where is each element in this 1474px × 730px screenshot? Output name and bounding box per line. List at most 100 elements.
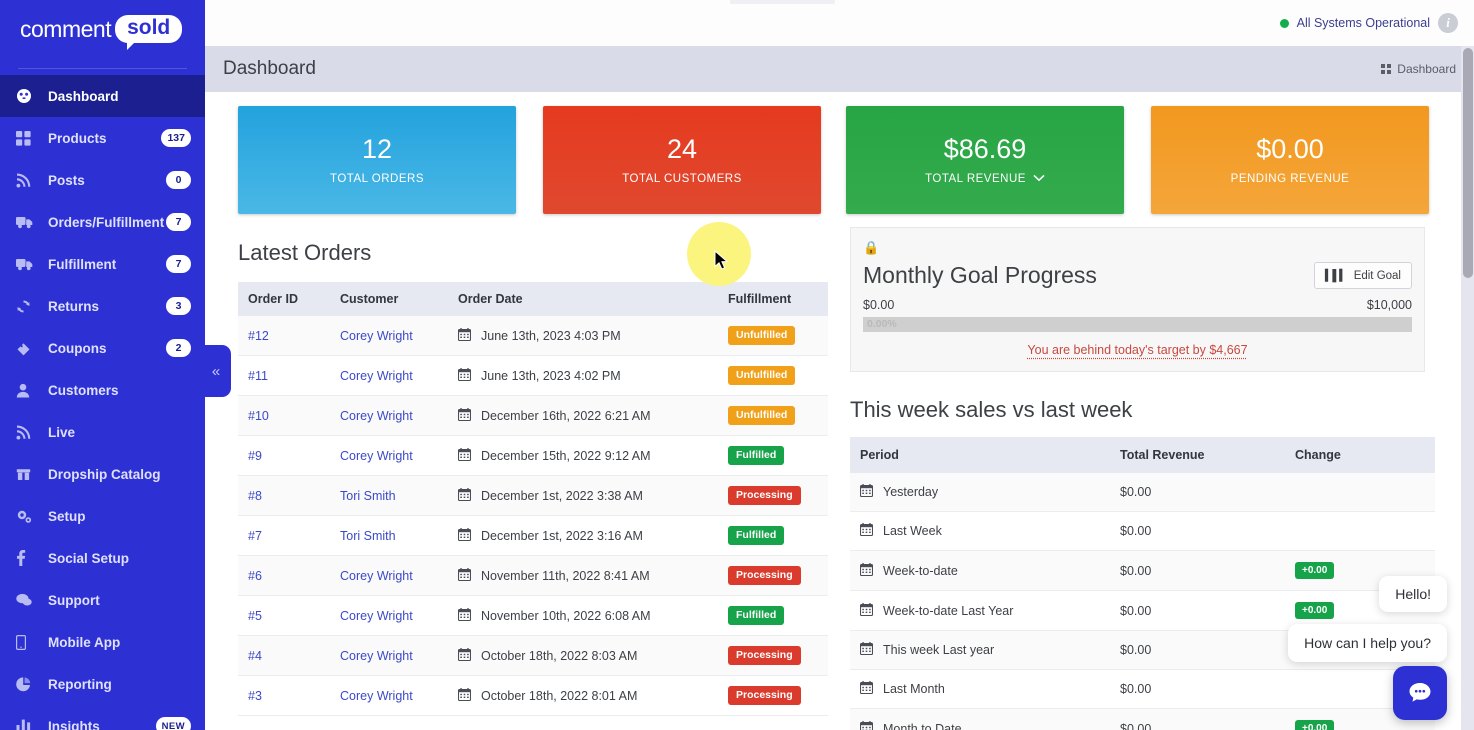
calendar-icon [859,720,874,730]
table-header-row: Period Total Revenue Change [850,437,1435,473]
sidebar-item-badge: NEW [155,717,191,730]
order-id-link[interactable]: #10 [248,408,269,423]
sidebar-item-customers[interactable]: Customers [0,369,205,411]
sidebar-item-live[interactable]: Live [0,411,205,453]
stat-label: PENDING REVENUE [1230,173,1350,186]
customer-link[interactable]: Corey Wright [340,568,413,583]
sidebar-item-label: Fulfillment [48,256,117,272]
order-id-link[interactable]: #6 [248,568,262,583]
order-id-cell: #10 [238,395,330,436]
fulfillment-cell: Processing [718,635,828,676]
table-row[interactable]: #7 Tori Smith December 1st, 2022 3:16 AM Fu… [238,515,828,556]
customer-cell: Corey Wright [330,675,448,716]
sidebar-item-support[interactable]: Support [0,579,205,621]
table-row[interactable]: #9 Corey Wright December 15th, 2022 9:12 A… [238,435,828,476]
order-id-link[interactable]: #7 [248,528,262,543]
stat-card-total-orders[interactable]: 12 TOTAL ORDERS [238,106,516,214]
chat-launcher-button[interactable] [1393,666,1447,720]
order-date-cell: June 13th, 2023 4:03 PM [448,316,718,356]
sidebar-collapse-button[interactable]: « [201,345,231,397]
calendar-icon [457,527,472,544]
change-badge: +0.00 [1295,562,1335,579]
table-row[interactable]: #10 Corey Wright December 16th, 2022 6:21 … [238,395,828,436]
latest-orders-table-head: Order ID Customer Order Date Fulfillment [238,282,828,316]
customer-link[interactable]: Tori Smith [340,528,396,543]
box-icon [16,467,38,482]
customer-link[interactable]: Corey Wright [340,368,413,383]
table-row[interactable]: #3 Corey Wright October 18th, 2022 8:01 AM… [238,675,828,716]
table-row[interactable]: #6 Corey Wright November 11th, 2022 8:41 A… [238,555,828,596]
order-date-cell: December 16th, 2022 6:21 AM [448,395,718,436]
order-id-cell: #8 [238,475,330,516]
sidebar-item-dashboard[interactable]: Dashboard [0,75,205,117]
customer-link[interactable]: Corey Wright [340,408,413,423]
order-id-cell: #4 [238,635,330,676]
calendar-icon [457,367,472,384]
order-id-link[interactable]: #3 [248,688,262,703]
table-row[interactable]: #12 Corey Wright June 13th, 2023 4:03 PM Un… [238,316,828,356]
system-status[interactable]: All Systems Operational i [1279,13,1458,33]
sidebar-item-dropship-catalog[interactable]: Dropship Catalog [0,453,205,495]
stat-card-total-revenue[interactable]: $86.69 TOTAL REVENUE [846,106,1124,214]
order-id-cell: #12 [238,316,330,356]
order-date-cell: December 1st, 2022 3:38 AM [448,475,718,516]
grid-squares-icon [16,130,38,146]
order-id-link[interactable]: #11 [248,368,268,383]
order-id-link[interactable]: #8 [248,488,262,503]
goal-progress-bar: 0.00% [863,317,1412,332]
truck-icon [16,215,38,229]
goal-behind-target-text: You are behind today's target by $4,667 [1027,343,1248,357]
chevron-down-icon[interactable] [1033,174,1045,185]
sidebar-item-mobile-app[interactable]: Mobile App [0,621,205,663]
order-id-link[interactable]: #12 [248,328,269,343]
order-id-link[interactable]: #9 [248,448,262,463]
sidebar-item-badge: 7 [166,255,191,273]
edit-goal-button[interactable]: ▍▌▍ Edit Goal [1313,262,1412,289]
user-icon [16,383,38,398]
customer-link[interactable]: Corey Wright [340,648,413,663]
customer-link[interactable]: Tori Smith [340,488,396,503]
sidebar-item-setup[interactable]: Setup [0,495,205,537]
stat-card-pending-revenue[interactable]: $0.00 PENDING REVENUE [1151,106,1429,214]
breadcrumb[interactable]: Dashboard [1381,62,1456,76]
period-cell: Week-to-date Last Year [850,590,1110,631]
sidebar-item-reporting[interactable]: Reporting [0,663,205,705]
sidebar-item-returns[interactable]: Returns 3 [0,285,205,327]
chat-prompt-bubble: How can I help you? [1288,624,1447,662]
status-label: All Systems Operational [1296,16,1430,30]
pie-chart-icon [16,676,38,692]
customer-link[interactable]: Corey Wright [340,448,413,463]
customer-link[interactable]: Corey Wright [340,328,413,343]
weekly-sales-title: This week sales vs last week [850,397,1133,422]
sidebar-item-social-setup[interactable]: Social Setup [0,537,205,579]
table-row[interactable]: #5 Corey Wright November 10th, 2022 6:08 A… [238,595,828,636]
revenue-cell: $0.00 [1110,473,1285,512]
table-row[interactable]: #8 Tori Smith December 1st, 2022 3:38 AM Pr… [238,475,828,516]
sidebar-item-label: Orders/Fulfillment [48,214,165,230]
gauge-icon [16,88,38,104]
sidebar-item-badge: 3 [166,297,191,315]
topbar-placeholder-box [730,0,835,4]
info-icon[interactable]: i [1438,13,1458,33]
stat-card-total-customers[interactable]: 24 TOTAL CUSTOMERS [543,106,821,214]
status-badge: Unfulfilled [728,326,796,345]
customer-link[interactable]: Corey Wright [340,688,413,703]
brand-logo[interactable]: comment sold [0,0,205,58]
table-row[interactable]: #11 Corey Wright June 13th, 2023 4:02 PM Un… [238,355,828,396]
sidebar-item-fulfillment[interactable]: Fulfillment 7 [0,243,205,285]
table-row[interactable]: #4 Corey Wright October 18th, 2022 8:03 AM… [238,635,828,676]
order-id-link[interactable]: #4 [248,648,262,663]
sidebar-item-posts[interactable]: Posts 0 [0,159,205,201]
order-id-link[interactable]: #5 [248,608,262,623]
customer-link[interactable]: Corey Wright [340,608,413,623]
order-id-cell: #6 [238,555,330,596]
sidebar-item-coupons[interactable]: Coupons 2 [0,327,205,369]
sidebar-item-insights[interactable]: Insights NEW [0,705,205,730]
sidebar-item-orders-fulfillment[interactable]: Orders/Fulfillment 7 [0,201,205,243]
sidebar-item-badge: 0 [166,171,191,189]
column-header: Customer [330,282,448,316]
stat-value: $86.69 [943,133,1027,164]
status-dot-icon [1279,18,1289,28]
sidebar-item-products[interactable]: Products 137 [0,117,205,159]
vertical-scrollbar-thumb[interactable] [1463,48,1473,278]
